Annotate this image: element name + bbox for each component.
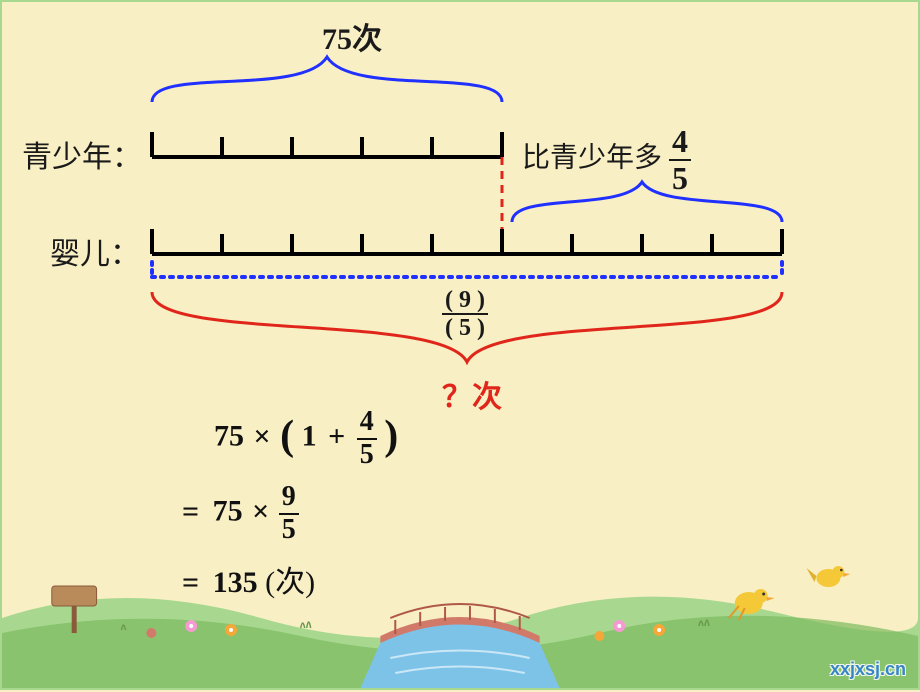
baby-number-line — [152, 229, 782, 254]
compare-label: 比青少年多 4 5 — [522, 124, 691, 196]
diagram-svg — [2, 2, 920, 692]
mid-fraction: ( 9 ) ( 5 ) — [442, 287, 488, 342]
compare-fraction: 4 5 — [669, 124, 691, 196]
teen-number-line — [152, 132, 502, 157]
brace-top-blue — [152, 57, 502, 102]
watermark: xxjxsj.cn — [830, 659, 906, 680]
eq2-fraction: 9 5 — [279, 482, 299, 546]
eq1-fraction: 4 5 — [357, 407, 377, 471]
equation-line-2: = 75 × 9 5 — [182, 482, 299, 546]
baby-row-label: 婴儿： — [50, 229, 140, 273]
equation-line-1: 75 × ( 1 + 4 5 ) — [214, 407, 398, 471]
compare-prefix: 比青少年多 — [522, 143, 669, 174]
question-label: ？次 — [442, 372, 502, 416]
equation-line-3: = 135 (次) — [182, 557, 315, 601]
teen-row-label: 青少年： — [22, 132, 142, 176]
